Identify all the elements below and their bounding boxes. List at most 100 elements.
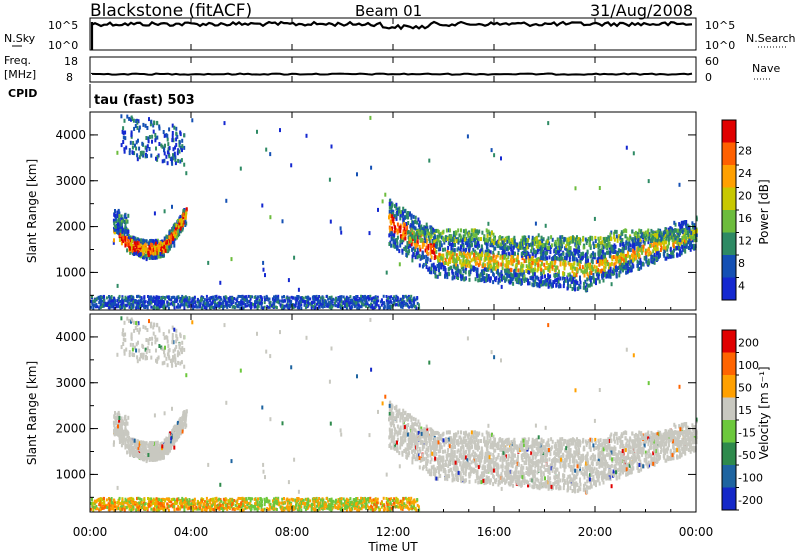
echo-cell xyxy=(159,300,161,303)
echo-cell xyxy=(537,250,539,254)
echo-cell xyxy=(541,262,543,266)
echo-cell xyxy=(114,301,116,304)
echo-cell xyxy=(498,251,500,255)
echo-cell xyxy=(500,263,502,267)
echo-cell xyxy=(148,245,150,249)
echo-cell xyxy=(523,279,525,283)
echo-cell xyxy=(604,243,606,247)
echo-cell xyxy=(411,299,413,302)
echo-cell xyxy=(347,297,349,300)
freq-label-1: Freq. xyxy=(4,54,31,67)
echo-cell xyxy=(144,301,146,304)
echo-cell xyxy=(486,228,488,232)
echo-cell xyxy=(420,239,422,243)
echo-cell xyxy=(382,199,384,203)
echo-cell xyxy=(161,242,163,246)
echo-cell xyxy=(600,269,602,273)
echo-cell xyxy=(558,242,560,246)
echo-cell xyxy=(643,245,645,249)
echo-cell xyxy=(481,231,483,235)
echo-cell xyxy=(398,249,400,253)
echo-cell xyxy=(389,202,391,206)
echo-cell xyxy=(677,229,679,233)
echo-cell xyxy=(376,300,378,303)
echo-cell xyxy=(351,299,353,302)
echo-cell xyxy=(673,244,675,248)
echo-cell xyxy=(430,245,432,249)
echo-cell xyxy=(395,214,397,218)
echo-cell xyxy=(207,261,209,265)
echo-cell xyxy=(199,302,201,305)
echo-cell xyxy=(627,269,629,273)
echo-cell xyxy=(118,209,120,213)
echo-cell xyxy=(510,244,512,248)
echo-cell xyxy=(538,233,540,237)
echo-cell xyxy=(579,276,581,280)
echo-cell xyxy=(431,255,433,259)
echo-cell xyxy=(225,199,227,203)
echo-cell xyxy=(463,252,465,256)
echo-cell xyxy=(599,244,601,248)
echo-cell xyxy=(479,250,481,254)
echo-cell xyxy=(416,296,418,299)
echo-cell xyxy=(224,121,226,125)
echo-cell xyxy=(457,256,459,260)
echo-cell xyxy=(693,236,695,240)
echo-cell xyxy=(558,270,560,274)
echo-cell xyxy=(635,242,637,246)
echo-cell xyxy=(517,255,519,259)
echo-cell xyxy=(419,232,421,236)
echo-cell xyxy=(605,263,607,267)
echo-cell xyxy=(264,296,266,299)
echo-cell xyxy=(679,253,681,257)
echo-cell xyxy=(113,238,115,242)
echo-cell xyxy=(645,236,647,240)
echo-cell xyxy=(167,305,169,308)
echo-cell xyxy=(220,298,222,301)
echo-cell xyxy=(171,205,173,209)
echo-cell xyxy=(620,236,622,240)
echo-cell xyxy=(160,297,162,300)
echo-cell xyxy=(529,276,531,280)
echo-cell xyxy=(634,251,636,255)
echo-cell xyxy=(599,280,601,284)
echo-cell xyxy=(489,237,491,241)
echo-cell xyxy=(623,259,625,263)
echo-cell xyxy=(535,222,537,226)
cpid-value: tau (fast) 503 xyxy=(94,93,195,108)
echo-cell xyxy=(256,130,258,134)
echo-cell xyxy=(608,244,610,248)
echo-cell xyxy=(560,239,562,243)
echo-cell xyxy=(155,147,157,151)
echo-cell xyxy=(273,302,275,305)
echo-cell xyxy=(145,124,147,128)
echo-cell xyxy=(131,298,133,301)
echo-cell xyxy=(173,126,175,130)
echo-cell xyxy=(131,116,133,120)
echo-cell xyxy=(174,234,176,238)
echo-cell xyxy=(211,302,213,305)
echo-cell xyxy=(431,263,433,267)
echo-cell xyxy=(563,284,565,288)
echo-cell xyxy=(611,245,613,249)
echo-cell xyxy=(595,239,597,243)
echo-cell xyxy=(541,275,543,279)
echo-cell xyxy=(133,119,135,123)
echo-cell xyxy=(261,204,263,208)
echo-cell xyxy=(119,238,121,242)
echo-cell xyxy=(506,268,508,272)
echo-cell xyxy=(417,248,419,252)
echo-cell xyxy=(136,245,138,249)
echo-cell xyxy=(564,256,566,260)
echo-cell xyxy=(637,260,639,264)
echo-cell xyxy=(340,226,342,230)
echo-cell xyxy=(143,151,145,155)
echo-cell xyxy=(484,267,486,271)
echo-cell xyxy=(460,228,462,232)
echo-cell xyxy=(522,268,524,272)
echo-cell xyxy=(181,139,183,143)
echo-cell xyxy=(406,299,408,302)
echo-cell xyxy=(643,234,645,238)
echo-cell xyxy=(467,239,469,243)
echo-cell xyxy=(632,239,634,243)
